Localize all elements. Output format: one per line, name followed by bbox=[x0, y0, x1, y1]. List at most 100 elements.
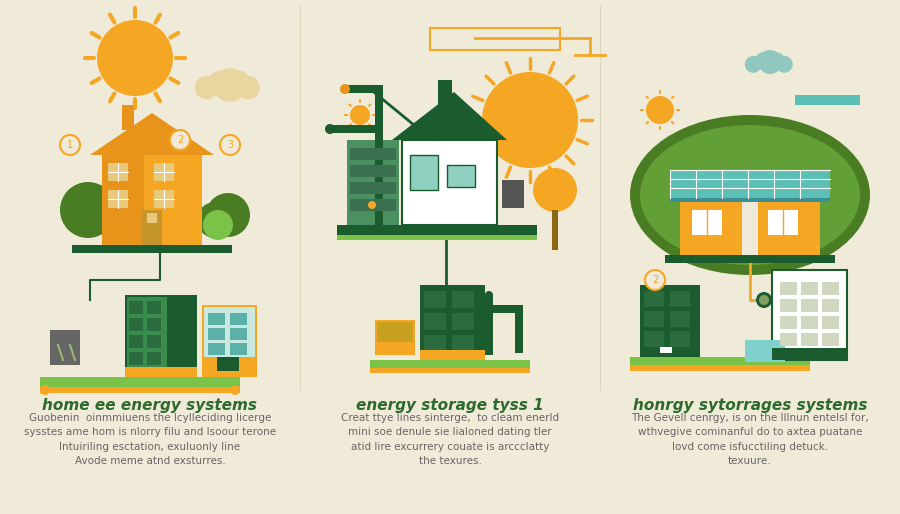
Circle shape bbox=[203, 210, 233, 240]
Bar bbox=[40, 377, 240, 387]
Bar bbox=[102, 155, 144, 245]
Bar bbox=[142, 210, 162, 245]
Circle shape bbox=[368, 201, 376, 209]
Circle shape bbox=[97, 20, 173, 96]
Bar bbox=[125, 295, 197, 377]
Bar bbox=[801, 316, 818, 329]
Bar bbox=[780, 316, 797, 329]
Bar bbox=[370, 368, 530, 373]
Bar bbox=[217, 357, 239, 371]
Bar bbox=[129, 352, 143, 365]
Bar bbox=[147, 213, 157, 223]
Bar bbox=[204, 307, 255, 357]
Bar bbox=[125, 367, 197, 377]
Bar bbox=[822, 316, 839, 329]
Bar bbox=[347, 140, 399, 225]
Bar bbox=[822, 333, 839, 346]
Text: 1: 1 bbox=[67, 140, 73, 150]
Bar bbox=[692, 210, 722, 235]
Text: Guobenin  oinmmiuens the lcylleciding licerge
sysstes ame hom is nlorry filu and: Guobenin oinmmiuens the lcylleciding lic… bbox=[24, 413, 276, 466]
Bar bbox=[670, 291, 690, 307]
Bar bbox=[452, 335, 474, 352]
Bar bbox=[208, 313, 225, 325]
Bar bbox=[410, 155, 438, 190]
Polygon shape bbox=[90, 113, 214, 155]
Bar bbox=[660, 347, 672, 353]
Bar bbox=[485, 295, 493, 355]
Bar bbox=[375, 85, 383, 230]
Bar bbox=[493, 305, 523, 313]
Bar bbox=[108, 190, 128, 208]
Text: 3: 3 bbox=[227, 140, 233, 150]
Bar bbox=[375, 320, 415, 355]
Text: energy storage tyss 1: energy storage tyss 1 bbox=[356, 398, 544, 413]
Bar bbox=[670, 311, 690, 327]
Circle shape bbox=[758, 50, 782, 74]
Bar bbox=[630, 357, 810, 365]
Bar bbox=[424, 291, 446, 308]
Polygon shape bbox=[392, 92, 507, 140]
Text: Creat ttye lines sinterge,  to cleam enerld
mini soe denule sie lialoned dating : Creat ttye lines sinterge, to cleam ener… bbox=[341, 413, 559, 466]
Circle shape bbox=[170, 130, 190, 150]
Bar bbox=[822, 299, 839, 312]
Bar bbox=[345, 85, 383, 93]
Bar bbox=[644, 331, 664, 347]
Circle shape bbox=[195, 76, 219, 99]
Bar bbox=[780, 282, 797, 295]
Ellipse shape bbox=[630, 115, 870, 275]
Bar bbox=[822, 282, 839, 295]
Bar bbox=[452, 313, 474, 330]
Circle shape bbox=[756, 52, 770, 67]
Bar bbox=[420, 350, 485, 360]
Circle shape bbox=[776, 56, 793, 73]
Bar bbox=[438, 80, 452, 110]
Bar bbox=[40, 387, 240, 393]
Bar bbox=[147, 301, 161, 314]
Circle shape bbox=[209, 71, 230, 91]
Bar bbox=[350, 199, 396, 211]
Bar bbox=[768, 210, 798, 235]
Bar bbox=[410, 155, 438, 190]
Text: 2: 2 bbox=[177, 135, 183, 145]
Circle shape bbox=[770, 52, 785, 67]
Bar bbox=[801, 333, 818, 346]
Bar bbox=[644, 311, 664, 327]
Bar bbox=[147, 335, 161, 348]
Bar bbox=[350, 182, 396, 194]
Bar bbox=[670, 331, 690, 347]
Bar bbox=[337, 225, 537, 235]
Bar bbox=[129, 318, 143, 331]
Bar bbox=[801, 282, 818, 295]
Bar bbox=[780, 333, 797, 346]
Circle shape bbox=[482, 72, 578, 168]
Bar bbox=[208, 328, 225, 340]
Bar bbox=[108, 163, 128, 181]
Bar bbox=[129, 335, 143, 348]
Text: home ee energy systems: home ee energy systems bbox=[42, 398, 257, 413]
Bar bbox=[452, 291, 474, 308]
Bar bbox=[50, 330, 80, 365]
Bar bbox=[772, 348, 847, 360]
Bar bbox=[127, 297, 167, 375]
Text: honrgy sytorrages systems: honrgy sytorrages systems bbox=[633, 398, 868, 413]
Bar bbox=[758, 195, 820, 255]
Bar bbox=[350, 148, 396, 160]
Bar bbox=[72, 245, 232, 253]
Circle shape bbox=[197, 202, 233, 238]
Circle shape bbox=[40, 385, 50, 395]
Bar bbox=[402, 140, 497, 225]
Bar bbox=[208, 343, 225, 355]
Circle shape bbox=[230, 385, 240, 395]
Bar bbox=[502, 180, 524, 208]
Ellipse shape bbox=[640, 125, 860, 265]
Circle shape bbox=[533, 168, 577, 212]
Circle shape bbox=[485, 291, 493, 299]
Circle shape bbox=[206, 193, 250, 237]
Bar bbox=[147, 352, 161, 365]
Bar bbox=[420, 285, 485, 360]
Bar bbox=[665, 255, 835, 263]
Circle shape bbox=[756, 292, 772, 308]
Circle shape bbox=[237, 76, 260, 99]
Circle shape bbox=[229, 71, 249, 91]
Bar bbox=[424, 335, 446, 352]
